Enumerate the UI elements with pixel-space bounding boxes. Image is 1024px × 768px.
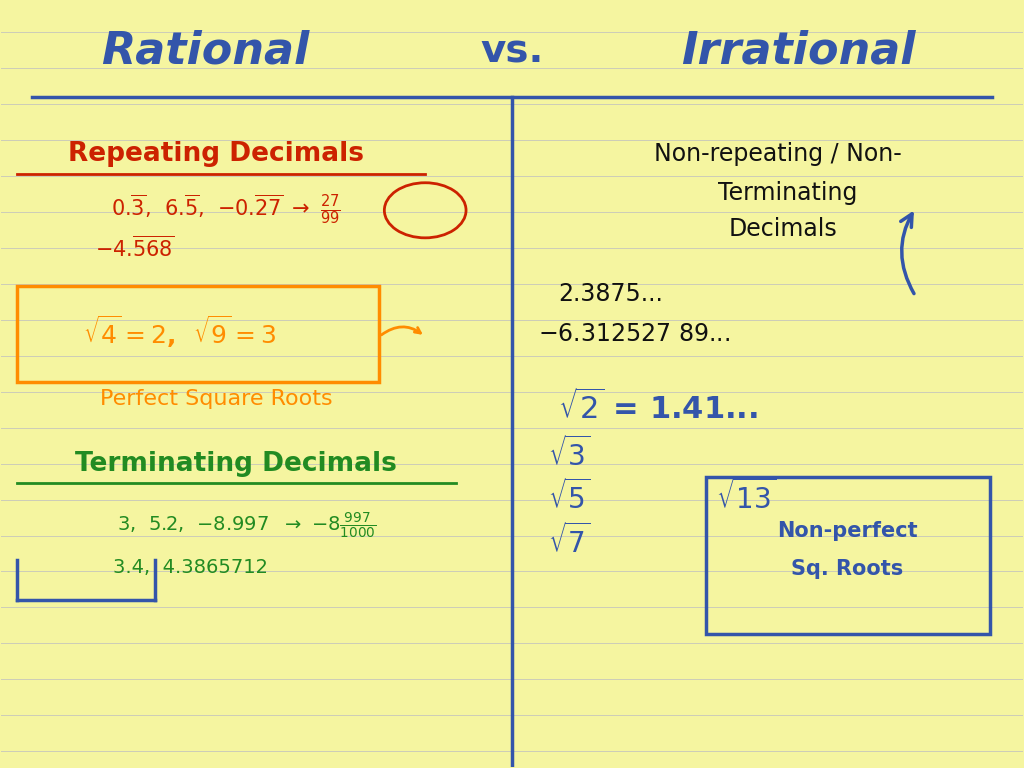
Text: Sq. Roots: Sq. Roots [791, 559, 903, 579]
Text: 0.$\overline{3}$,  6.$\overline{5}$,  $-$0.$\overline{27}$ $\rightarrow$ $\frac{: 0.$\overline{3}$, 6.$\overline{5}$, $-$0… [112, 194, 341, 227]
Text: $\sqrt{2}$ = 1.41...: $\sqrt{2}$ = 1.41... [558, 389, 758, 425]
Text: $-$6.312527 89...: $-$6.312527 89... [538, 323, 729, 346]
Text: $\sqrt{5}$: $\sqrt{5}$ [548, 479, 591, 515]
Text: Terminating: Terminating [718, 180, 857, 205]
Text: Repeating Decimals: Repeating Decimals [68, 141, 364, 167]
Text: $-$4.$\overline{568}$: $-$4.$\overline{568}$ [94, 235, 174, 260]
Text: vs.: vs. [480, 32, 544, 70]
Text: Rational: Rational [101, 30, 309, 73]
Text: Non-perfect: Non-perfect [776, 521, 918, 541]
Text: $\sqrt{13}$: $\sqrt{13}$ [716, 479, 777, 515]
Text: Decimals: Decimals [728, 217, 837, 240]
Text: Non-repeating / Non-: Non-repeating / Non- [653, 142, 901, 167]
Text: 3.4,  4.3865712: 3.4, 4.3865712 [113, 558, 268, 578]
Text: $\sqrt{3}$: $\sqrt{3}$ [548, 436, 591, 472]
Text: 2.3875...: 2.3875... [558, 283, 663, 306]
Text: $\sqrt{4}=2$,  $\sqrt{9}=3$: $\sqrt{4}=2$, $\sqrt{9}=3$ [83, 313, 276, 350]
Text: Irrational: Irrational [681, 30, 915, 73]
Text: 3,  5.2,  $-$8.997  $\rightarrow$ $-8\frac{997}{1000}$: 3, 5.2, $-$8.997 $\rightarrow$ $-8\frac{… [117, 511, 376, 541]
Text: Perfect Square Roots: Perfect Square Roots [99, 389, 332, 409]
Text: $\sqrt{7}$: $\sqrt{7}$ [548, 523, 591, 559]
Text: Terminating Decimals: Terminating Decimals [76, 452, 397, 478]
